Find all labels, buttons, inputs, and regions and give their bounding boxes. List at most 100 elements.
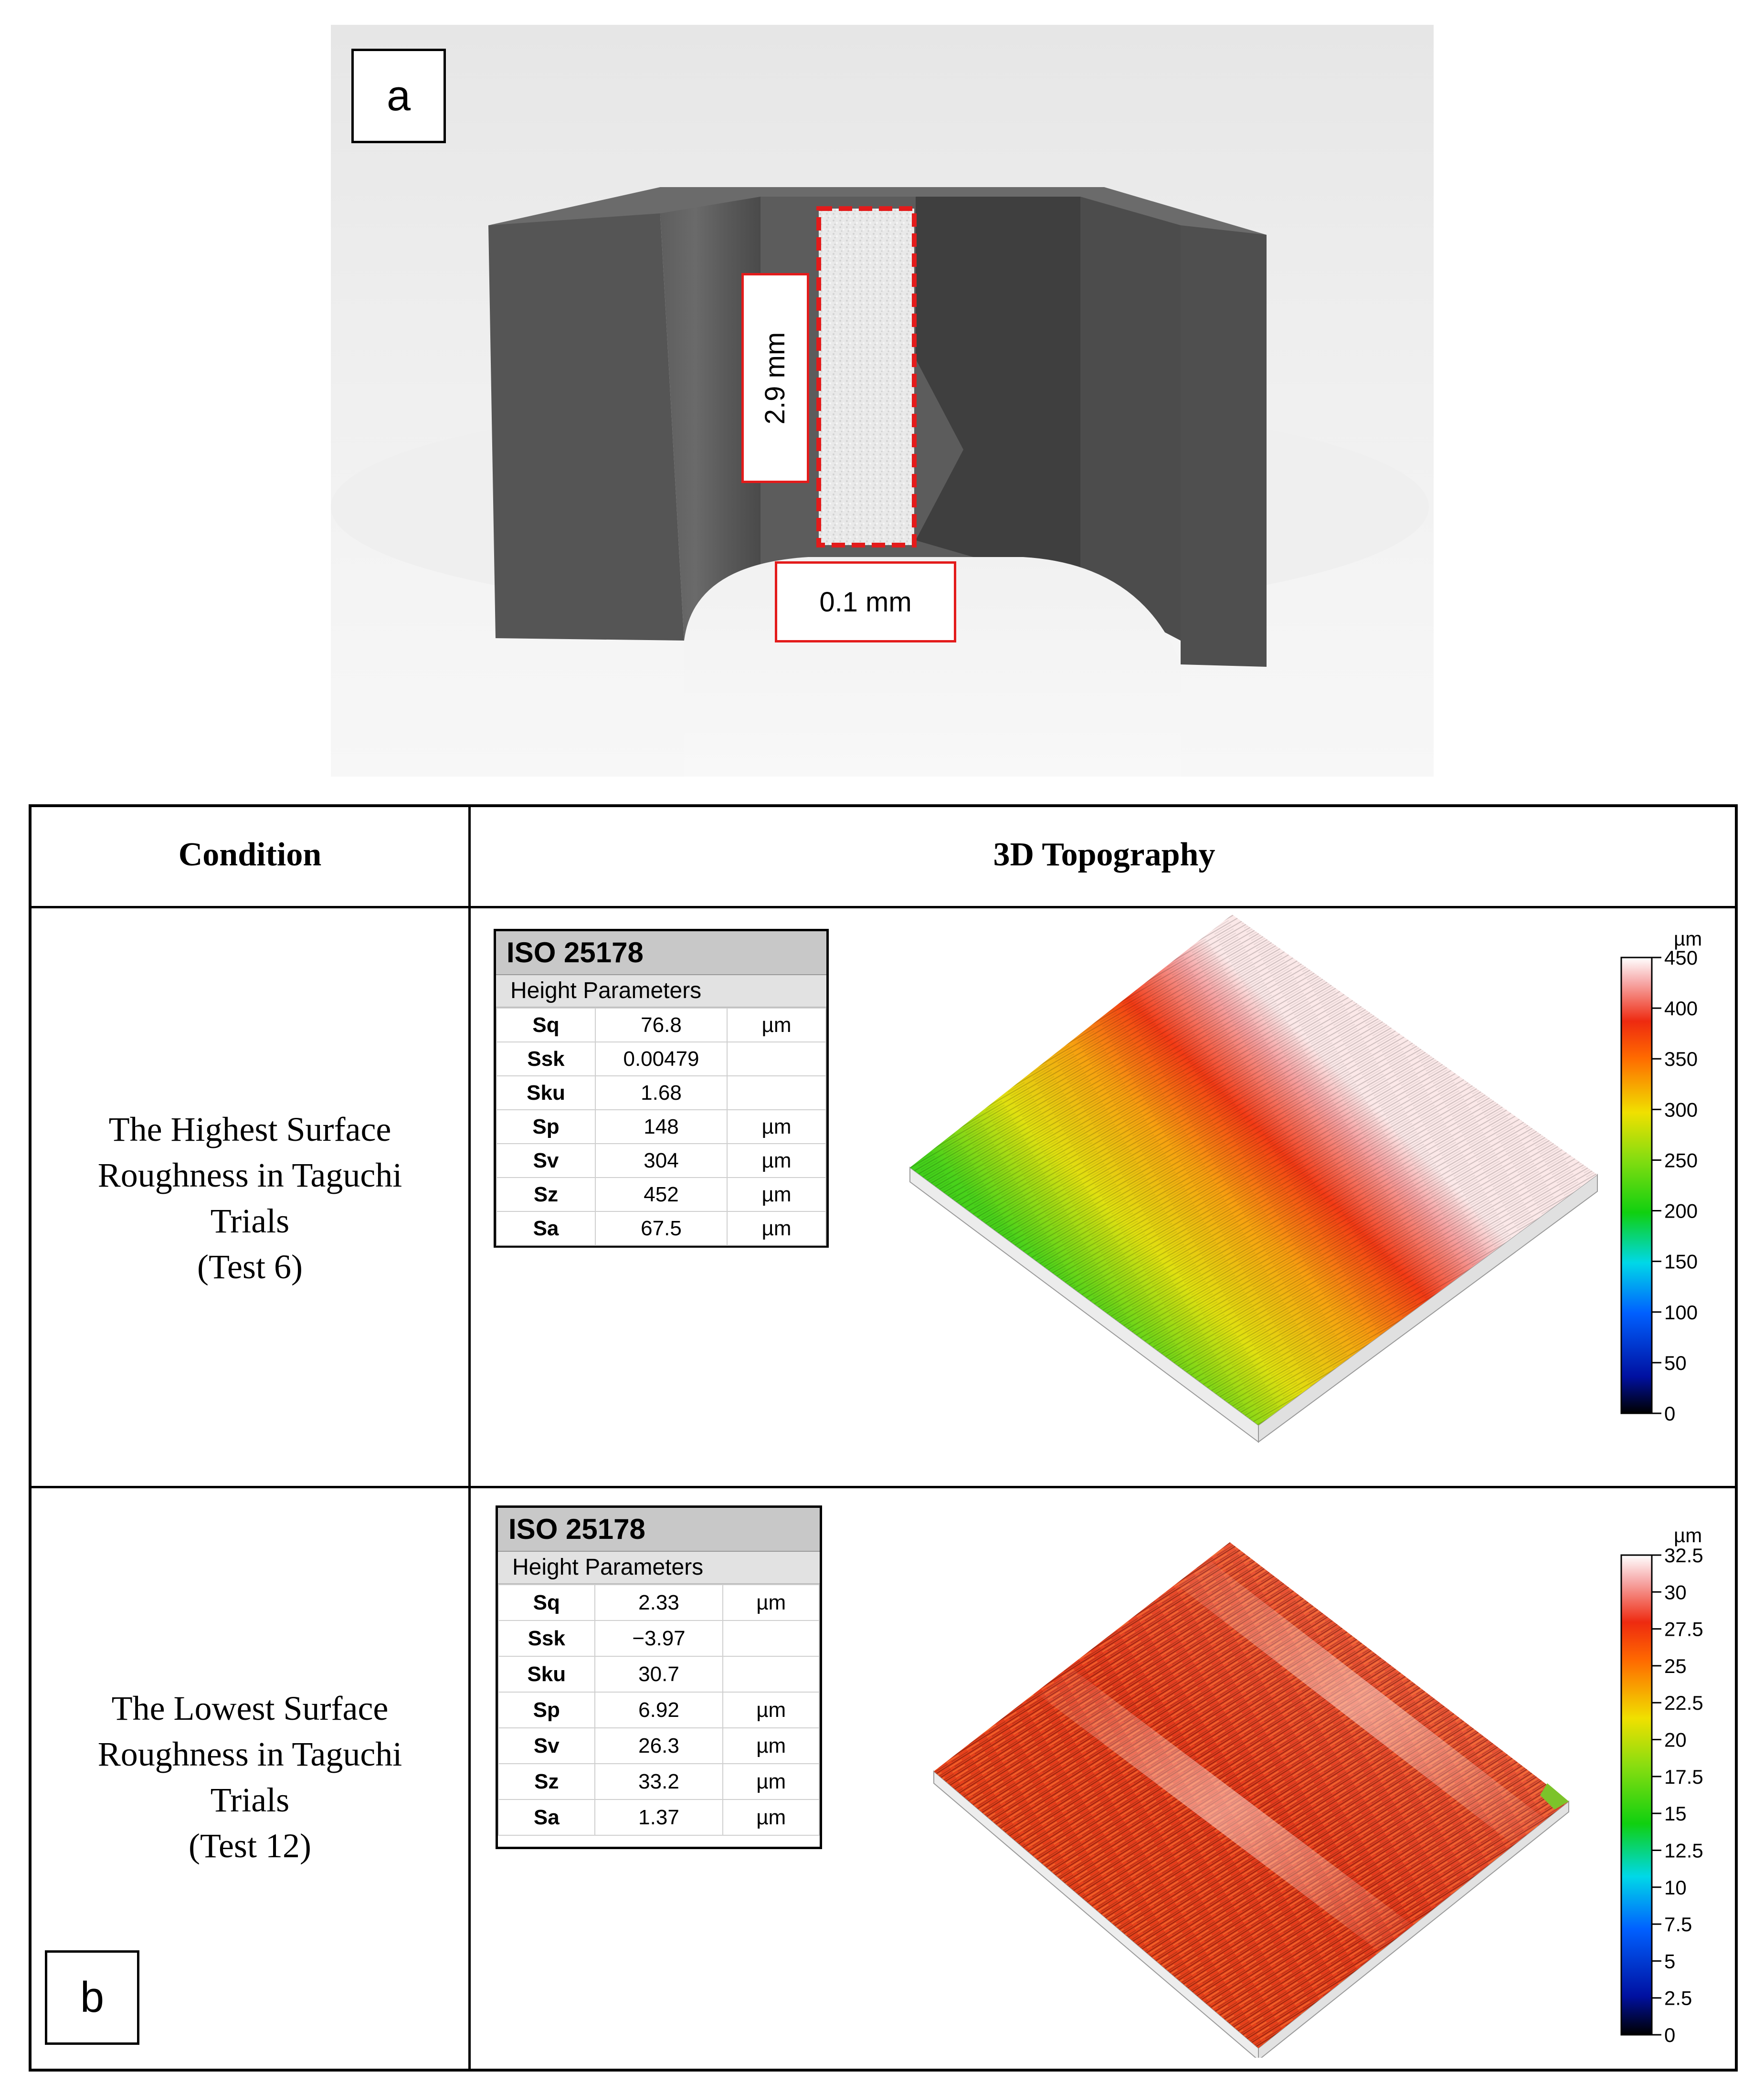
iso-param-name: Sq bbox=[498, 1584, 595, 1621]
condition-line: The Lowest Surface bbox=[111, 1689, 389, 1727]
iso-param-row: Sku 1.68 bbox=[496, 1075, 826, 1110]
iso-param-value: 2.33 bbox=[594, 1584, 724, 1621]
iso-param-row: Sq 76.8 µm bbox=[496, 1008, 826, 1042]
iso-param-name: Sa bbox=[498, 1799, 595, 1836]
scale-unit: µm bbox=[1674, 1528, 1702, 1546]
scale-tick-label: 27.5 bbox=[1664, 1618, 1703, 1641]
iso-param-row: Sku 30.7 bbox=[498, 1656, 820, 1693]
iso-param-name: Sv bbox=[496, 1143, 596, 1178]
iso-param-unit: µm bbox=[727, 1109, 826, 1144]
condition-line: Roughness in Taguchi bbox=[97, 1735, 402, 1773]
condition-line: (Test 12) bbox=[189, 1827, 311, 1865]
scale-tick-label: 150 bbox=[1664, 1251, 1698, 1273]
scale-tick-label: 25 bbox=[1664, 1655, 1687, 1677]
iso-param-value: 1.68 bbox=[595, 1075, 728, 1110]
iso-table-row1: ISO 25178 Height Parameters Sq 76.8 µm Ssk 0… bbox=[494, 929, 829, 1248]
right-block bbox=[1181, 225, 1267, 667]
iso-param-name: Sq bbox=[496, 1008, 596, 1042]
scale-tick-label: 5 bbox=[1664, 1950, 1675, 1972]
iso-param-name: Sz bbox=[498, 1763, 595, 1800]
iso-param-row: Sa 67.5 µm bbox=[496, 1211, 826, 1246]
iso-param-unit: µm bbox=[727, 1211, 826, 1246]
iso-subtitle: Height Parameters bbox=[496, 975, 826, 1008]
iso-param-name: Sa bbox=[496, 1211, 596, 1246]
iso-param-value: 76.8 bbox=[595, 1008, 728, 1042]
height-dimension-label: 2.9 mm bbox=[741, 273, 809, 483]
iso-param-value: 304 bbox=[595, 1143, 728, 1178]
iso-param-value: 67.5 bbox=[595, 1211, 728, 1246]
color-scale-row2: µm 32.5 30 27.5 25 22.5 20 17.5 15 12.5 10 7.5 5 2.5… bbox=[1620, 1528, 1703, 2046]
condition-line: Roughness in Taguchi bbox=[97, 1156, 402, 1194]
iso-param-name: Sp bbox=[498, 1692, 595, 1728]
iso-param-name: Ssk bbox=[496, 1042, 596, 1076]
scale-tick-label: 250 bbox=[1664, 1149, 1698, 1171]
iso-param-name: Sv bbox=[498, 1727, 595, 1764]
scale-tick-label: 7.5 bbox=[1664, 1913, 1692, 1936]
iso-param-row: Ssk −3.97 bbox=[498, 1620, 820, 1657]
iso-param-row: Sz 33.2 µm bbox=[498, 1763, 820, 1800]
iso-table-row2: ISO 25178 Height Parameters Sq 2.33 µm Ssk −… bbox=[496, 1505, 822, 1849]
header-3d-topography: 3D Topography bbox=[993, 836, 1215, 873]
condition-line: Trials bbox=[210, 1202, 290, 1240]
iso-param-unit: µm bbox=[727, 1177, 826, 1212]
scale-tick-label: 0 bbox=[1664, 2024, 1675, 2046]
iso-param-table: Sq 2.33 µm Ssk −3.97 Sku 30.7 Sp 6.92 µm Sv 26.3 µm S… bbox=[498, 1584, 820, 1836]
iso-param-unit: µm bbox=[722, 1727, 820, 1764]
iso-param-name: Ssk bbox=[498, 1620, 595, 1657]
scale-tick-label: 300 bbox=[1664, 1098, 1698, 1121]
left-block bbox=[488, 213, 684, 641]
scale-tick-label: 100 bbox=[1664, 1301, 1698, 1324]
specimen-strip bbox=[816, 206, 917, 547]
width-dimension-label: 0.1 mm bbox=[775, 561, 956, 642]
scale-tick-label: 15 bbox=[1664, 1802, 1687, 1825]
iso-param-value: 26.3 bbox=[594, 1727, 724, 1764]
condition-line: The Highest Surface bbox=[108, 1110, 391, 1148]
scale-tick-label: 10 bbox=[1664, 1876, 1687, 1899]
iso-param-value: 6.92 bbox=[594, 1692, 724, 1728]
iso-param-unit bbox=[722, 1620, 820, 1657]
iso-param-name: Sku bbox=[496, 1075, 596, 1110]
iso-param-row: Sv 304 µm bbox=[496, 1143, 826, 1178]
iso-param-value: 33.2 bbox=[594, 1763, 724, 1800]
condition-line: Trials bbox=[210, 1781, 290, 1819]
iso-param-value: 0.00479 bbox=[595, 1042, 728, 1076]
iso-param-name: Sp bbox=[496, 1109, 596, 1144]
condition-text-row2: The Lowest Surface Roughness in Taguchi … bbox=[32, 1685, 468, 1869]
surface-3d-row1 bbox=[909, 915, 1598, 1443]
scale-tick-label: 200 bbox=[1664, 1200, 1698, 1222]
iso-title: ISO 25178 bbox=[498, 1508, 820, 1552]
iso-param-value: 30.7 bbox=[594, 1656, 724, 1693]
iso-param-row: Sq 2.33 µm bbox=[498, 1584, 820, 1621]
scale-tick-label: 30 bbox=[1664, 1581, 1687, 1603]
iso-param-value: 452 bbox=[595, 1177, 728, 1212]
scale-tick-label: 20 bbox=[1664, 1729, 1687, 1751]
iso-param-unit bbox=[722, 1656, 820, 1693]
scale-tick-label: 0 bbox=[1664, 1402, 1675, 1425]
iso-param-unit: µm bbox=[722, 1763, 820, 1800]
die-cross-section-render bbox=[331, 187, 1429, 777]
scale-tick-label: 12.5 bbox=[1664, 1839, 1703, 1862]
iso-param-row: Sp 148 µm bbox=[496, 1109, 826, 1144]
scale-tick-label: 22.5 bbox=[1664, 1692, 1703, 1714]
scale-tick-label: 450 bbox=[1664, 947, 1698, 969]
panel-a-render: a 2.9 mm 0.1 mm bbox=[331, 25, 1434, 777]
iso-param-row: Sa 1.37 µm bbox=[498, 1799, 820, 1836]
iso-title: ISO 25178 bbox=[496, 931, 826, 975]
iso-param-row: Ssk 0.00479 bbox=[496, 1042, 826, 1076]
iso-param-unit bbox=[727, 1075, 826, 1110]
iso-param-row: Sv 26.3 µm bbox=[498, 1727, 820, 1764]
iso-param-unit: µm bbox=[727, 1143, 826, 1178]
iso-param-unit: µm bbox=[722, 1692, 820, 1728]
iso-subtitle: Height Parameters bbox=[498, 1552, 820, 1584]
iso-param-name: Sz bbox=[496, 1177, 596, 1212]
iso-param-unit: µm bbox=[722, 1584, 820, 1621]
iso-param-value: 148 bbox=[595, 1109, 728, 1144]
row-divider bbox=[32, 1486, 1735, 1488]
surface-3d-row2 bbox=[933, 1542, 1569, 2058]
topography-table: Condition 3D Topography The Highest Surf… bbox=[29, 804, 1738, 2072]
scale-tick-label: 50 bbox=[1664, 1352, 1687, 1374]
condition-line: (Test 6) bbox=[197, 1248, 303, 1286]
iso-param-table: Sq 76.8 µm Ssk 0.00479 Sku 1.68 Sp 148 µm Sv 304 µm S… bbox=[496, 1008, 826, 1246]
iso-param-unit: µm bbox=[722, 1799, 820, 1836]
header-condition: Condition bbox=[178, 836, 322, 873]
